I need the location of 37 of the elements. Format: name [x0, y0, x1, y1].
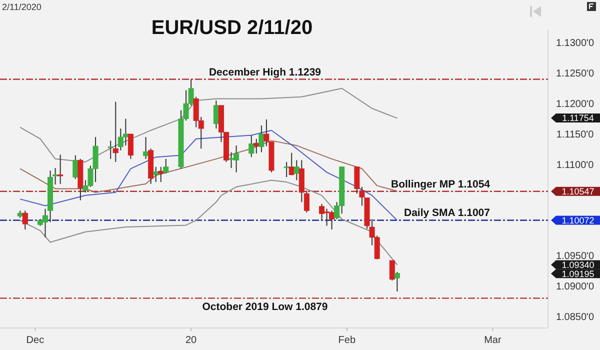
candlestick — [284, 161, 290, 178]
y-tick-label: 1.11754 — [562, 113, 594, 124]
x-tick-label: Dec — [26, 335, 44, 346]
candlestick — [394, 272, 400, 292]
text: 2/11/2020 — [2, 2, 42, 12]
x-tick-label: Mar — [484, 335, 502, 346]
candlestick — [128, 133, 134, 160]
candlestick — [58, 154, 64, 184]
candlestick — [254, 138, 260, 154]
y-tick-label: 1.09340 — [562, 260, 594, 270]
y-tick-label: 1.0900'0 — [556, 281, 594, 292]
candlestick — [112, 101, 118, 162]
ref-line-label: December High 1.1239 — [208, 66, 322, 78]
y-tick-label: 1.0950'0 — [556, 251, 594, 262]
candlestick — [288, 152, 294, 176]
y-tick-label: 1.10547 — [562, 186, 594, 197]
y-tick-label: 1.1100'0 — [556, 160, 594, 171]
y-tick-label: 1.1200'0 — [556, 98, 594, 110]
y-tick-label: 1.1150'0 — [556, 129, 594, 140]
x-tick-label: Feb — [338, 335, 356, 346]
candlestick — [22, 210, 28, 230]
candlestick — [72, 154, 78, 180]
line-series — [20, 88, 398, 162]
y-tick-label: 1.10072 — [562, 215, 594, 226]
ref-line-label: Daily SMA 1.1007 — [404, 207, 490, 220]
candlestick — [213, 100, 219, 130]
ref-line-label: October 2019 Low 1.0879 — [202, 301, 328, 314]
candlestick — [153, 166, 159, 183]
ref-line-label: Bollinger MP 1.1054 — [390, 178, 490, 190]
candlestick — [158, 166, 164, 183]
y-tick-label: 1.1250'0 — [556, 68, 594, 80]
y-tick-label: 1.0850'0 — [556, 312, 594, 323]
y-tick-label: 1.1300'0 — [556, 38, 594, 50]
x-tick-label: 20 — [185, 335, 198, 346]
chart-title: EUR/USD 2/11/20 — [151, 17, 313, 39]
candlestick — [248, 134, 254, 158]
y-tick-label: 1.09195 — [562, 268, 594, 279]
